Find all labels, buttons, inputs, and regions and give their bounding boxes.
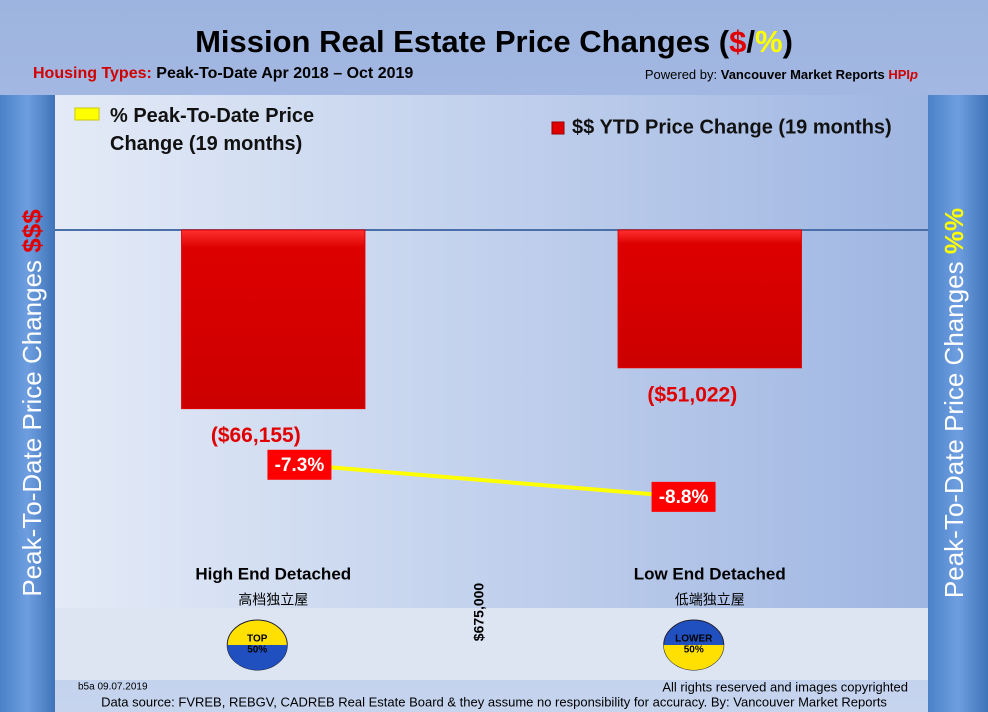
source: Data source: FVREB, REBGV, CADREB Real E… <box>101 694 887 709</box>
subtitle: Housing Types: Peak-To-Date Apr 2018 – O… <box>33 65 413 82</box>
right-axis-title: Peak-To-Date Price Changes %% <box>939 208 969 598</box>
annotation: $675,000 <box>471 583 487 642</box>
badge-text: LOWER <box>675 634 713 645</box>
legend-text: % Peak-To-Date Price Change (19 months) <box>110 105 315 155</box>
powered-brand: HPI <box>888 67 910 82</box>
badge-half <box>663 645 724 670</box>
bar <box>181 229 366 410</box>
copyright: All rights reserved and images copyright… <box>662 679 908 694</box>
subtitle-label: Housing Types: <box>33 65 152 82</box>
title-part: ) <box>783 24 793 59</box>
title-part: $ <box>729 24 746 59</box>
version: b5a 09.07.2019 <box>78 682 148 693</box>
legend-marker <box>74 107 100 121</box>
legend-text: $$ YTD Price Change (19 months) <box>572 116 892 138</box>
category-label: Low End Detached <box>634 564 786 583</box>
value-label: -7.3% <box>275 455 325 476</box>
badge-half <box>227 645 288 670</box>
value-label: ($51,022) <box>647 383 737 406</box>
lower-area <box>55 608 928 680</box>
left-axis-title: Peak-To-Date Price Changes $$$ <box>17 209 47 597</box>
left-axis-symbol: $$$ <box>17 209 47 253</box>
badge-text: 50% <box>247 645 267 656</box>
category-subtitle: 高档独立屋 <box>238 592 308 608</box>
value-label-box <box>651 481 716 512</box>
line <box>299 462 684 499</box>
badge-text: TOP <box>247 634 268 645</box>
subtitle-text: Peak-To-Date Apr 2018 – Oct 2019 <box>156 65 413 82</box>
right-axis-symbol: %% <box>939 208 969 254</box>
powered-label: Powered by: <box>645 67 717 82</box>
title-part: / <box>746 24 755 59</box>
chart-title: Mission Real Estate Price Changes ($/%) <box>195 24 793 59</box>
powered-brand-suffix: p <box>909 67 918 82</box>
legend-marker <box>551 121 565 135</box>
value-label-box <box>267 449 332 480</box>
right-axis-text: Peak-To-Date Price Changes <box>939 261 969 598</box>
value-label: ($66,155) <box>211 424 301 447</box>
value-label: -8.8% <box>659 487 709 508</box>
title-part: Mission Real Estate Price Changes ( <box>195 24 730 59</box>
category-label: High End Detached <box>195 564 351 583</box>
powered-name: Vancouver Market Reports <box>721 67 885 82</box>
left-axis-text: Peak-To-Date Price Changes <box>17 260 47 597</box>
bar <box>617 229 802 369</box>
badge-text: 50% <box>684 645 704 656</box>
left-band <box>0 95 55 712</box>
right-band <box>928 95 988 712</box>
powered: Powered by: Vancouver Market Reports HPI… <box>645 67 918 82</box>
title-part: % <box>755 24 783 59</box>
category-subtitle: 低端独立屋 <box>675 592 745 608</box>
